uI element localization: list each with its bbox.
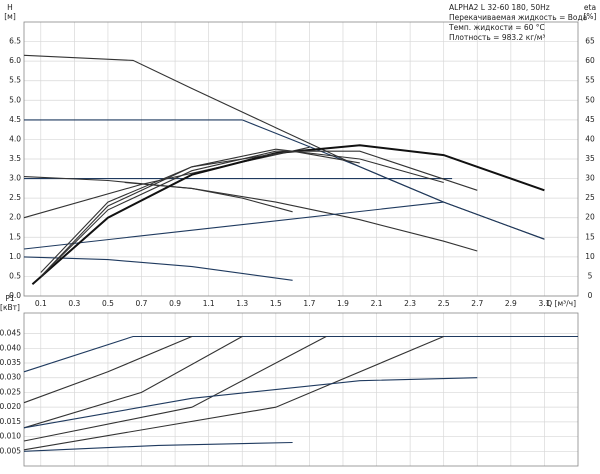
y2-tick-label: 0 [588,291,593,300]
y-tick-label: 2.5 [9,193,21,202]
curve [23,335,444,451]
x-tick-label: 0.3 [68,299,80,308]
info-text: Перекачиваемая жидкость = Вода [449,13,587,22]
x-tick-label: 1.3 [236,299,248,308]
plot-frame [23,21,579,297]
x-tick-label: 3.1 [538,299,550,308]
y2-tick-label: 5 [588,271,593,280]
x-tick-label: 0.1 [35,299,47,308]
x-axis-label: Q [м³/ч] [546,299,576,308]
x-tick-label: 0.5 [102,299,114,308]
x-tick-label: 2.1 [371,299,383,308]
curve [40,150,478,277]
x-tick-label: 2.7 [471,299,483,308]
y-tick-label: 3.0 [9,174,21,183]
curve [23,176,478,252]
y-tick-label: 4.5 [9,115,21,124]
curve [23,441,293,452]
y2-tick-label: 30 [585,174,595,183]
y2-tick-label: 40 [585,134,595,143]
y2-tick-label: 10 [585,252,595,261]
y2-tick-label: 55 [585,76,595,85]
y-tick-label: 0.020 [0,402,21,411]
info-text: ALPHA2 L 32-60 180, 50Hz [449,3,550,12]
y-tick-label: 4.0 [9,134,21,143]
curve [40,150,360,273]
y-tick-label: 1.0 [9,252,21,261]
y2-tick-label: 50 [585,95,595,104]
y-tick-label: 6.0 [9,56,21,65]
y-tick-label: 0.0 [9,291,21,300]
curve [40,148,444,277]
y2-axis-label: [%] [584,12,597,21]
info-text: Темп. жидкости = 60 °C [448,23,545,32]
y-tick-label: 3.5 [9,154,21,163]
x-tick-label: 2.9 [505,299,517,308]
x-tick-label: 1.1 [203,299,215,308]
x-tick-label: 2.3 [404,299,416,308]
curve [23,336,327,442]
y-axis-label: H [7,3,13,12]
y2-tick-label: 15 [585,232,595,241]
curve [23,377,478,429]
y2-tick-label: 65 [585,37,595,46]
curve [23,256,293,281]
y2-axis-label: eta [584,3,596,12]
x-tick-label: 0.9 [169,299,181,308]
curve [23,336,243,429]
y2-tick-label: 35 [585,154,595,163]
y-tick-label: 2.0 [9,213,21,222]
y2-tick-label: 60 [585,56,595,65]
y-tick-label: 5.0 [9,95,21,104]
x-tick-label: 1.7 [303,299,315,308]
plot-frame [23,312,579,467]
y-tick-label: 0.5 [9,271,21,280]
y-tick-label: 0.030 [0,373,21,382]
curve [23,201,444,250]
info-text: Плотность = 983.2 кг/м³ [449,33,545,42]
y-tick-label: 0.035 [0,358,21,367]
y-tick-label: 0.045 [0,329,21,338]
y2-tick-label: 25 [585,193,595,202]
y-tick-label: 6.5 [9,37,21,46]
curve [124,181,293,213]
y-tick-label: 5.5 [9,76,21,85]
y2-tick-label: 45 [585,115,595,124]
y-axis-label: P1 [5,294,15,303]
y2-tick-label: 20 [585,213,595,222]
y-tick-label: 0.040 [0,343,21,352]
x-tick-label: 1.5 [270,299,282,308]
curve [241,119,545,240]
x-tick-label: 1.9 [337,299,349,308]
y-axis-label: [кВт] [0,303,20,312]
y-tick-label: 0.015 [0,417,21,426]
y-axis-label: [м] [4,12,16,21]
curve [23,335,193,404]
y-tick-label: 0.025 [0,387,21,396]
y-tick-label: 0.010 [0,432,21,441]
curve [23,335,578,373]
y-tick-label: 1.5 [9,232,21,241]
x-tick-label: 0.7 [136,299,148,308]
curve [31,144,545,286]
x-tick-label: 2.5 [438,299,450,308]
y-tick-label: 0.005 [0,446,21,455]
